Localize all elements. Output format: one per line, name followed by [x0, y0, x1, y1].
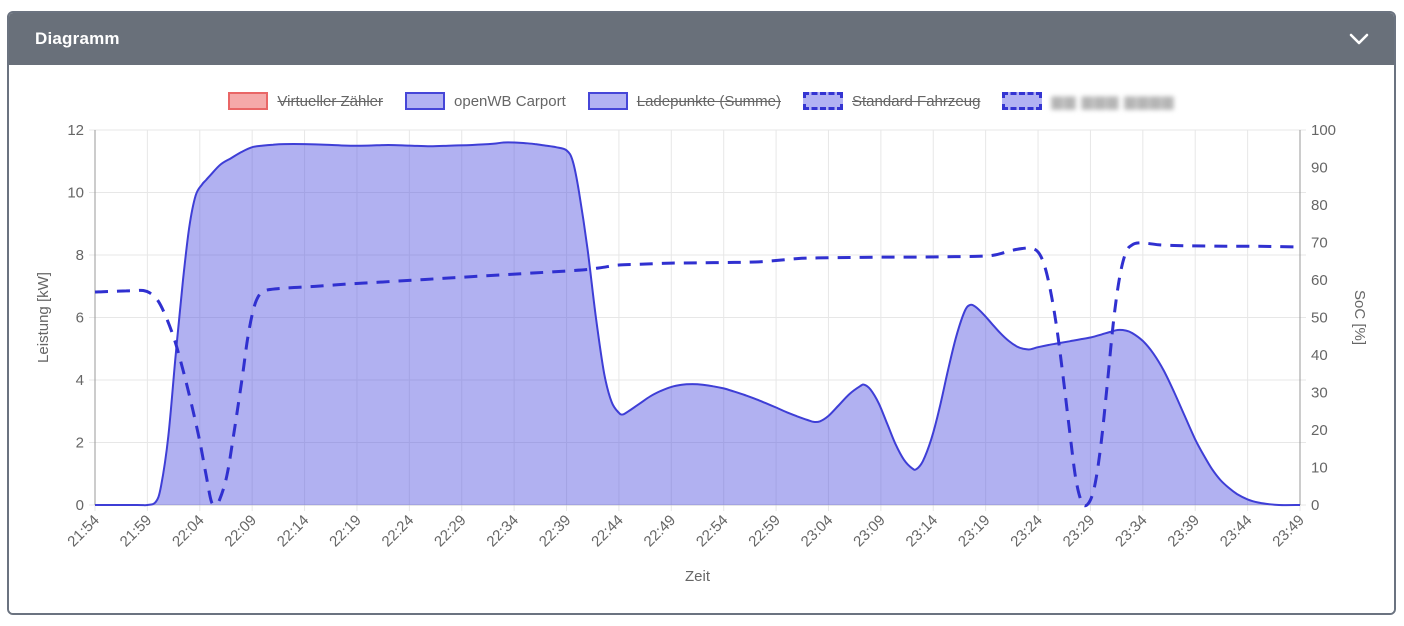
series-line-openwb-carport: [95, 141, 1301, 507]
y-axis-right-tick-label: 0: [1311, 497, 1319, 514]
y-axis-left-tick-label: 8: [76, 247, 84, 264]
legend-label: Ladepunkte (Summe): [636, 92, 781, 110]
x-axis-tick-label: 23:04: [798, 512, 837, 551]
y-axis-right-tick-label: 90: [1311, 160, 1328, 177]
x-axis-tick-label: 21:54: [64, 512, 103, 551]
x-axis-tick-label: 23:44: [1217, 512, 1256, 551]
chevron-down-icon[interactable]: [1348, 28, 1370, 50]
y-axis-right-tick-label: 20: [1311, 422, 1328, 439]
x-axis-tick-label: 22:59: [745, 512, 784, 551]
y-axis-left-tick-label: 12: [67, 122, 84, 139]
left-axis-title: Leistung [kW]: [35, 272, 52, 363]
x-axis-tick-label: 23:39: [1164, 512, 1203, 551]
x-axis-tick-label: 22:09: [221, 512, 260, 551]
chart-panel-body: Virtueller Zähler openWB Carport Ladepunkt…: [9, 65, 1394, 613]
legend-swatch: [228, 92, 269, 110]
x-axis-tick-label: 23:29: [1060, 512, 1099, 551]
x-axis-tick-label: 22:34: [483, 512, 522, 551]
x-axis-tick-label: 22:39: [536, 512, 575, 551]
y-axis-left-tick-label: 10: [67, 185, 84, 202]
legend-label: ▆▆ ▆▆▆ ▆▆▆▆: [1051, 93, 1175, 110]
diagram-card: Diagramm Virtueller Zähler openWB Carport…: [7, 11, 1396, 615]
x-axis-tick-label: 23:34: [1112, 512, 1151, 551]
legend-swatch: [405, 92, 446, 110]
x-axis-tick-label: 22:14: [274, 512, 313, 551]
legend-item[interactable]: openWB Carport: [405, 92, 566, 110]
y-axis-right-tick-label: 100: [1311, 122, 1336, 139]
right-axis-title: SoC [%]: [1351, 290, 1368, 345]
chart-canvas[interactable]: 0 2 4 6 8 10 12 0 10 20 30 40 50 60 70 80 90 100 21:54 21:5…: [9, 65, 1394, 613]
y-axis-right-tick-label: 80: [1311, 197, 1328, 214]
x-axis-tick-label: 22:19: [326, 512, 365, 551]
x-axis-tick-label: 23:24: [1007, 512, 1046, 551]
legend-item[interactable]: Ladepunkte (Summe): [587, 92, 781, 110]
chart-legend: Virtueller Zähler openWB Carport Ladepunkt…: [9, 92, 1394, 110]
x-axis-tick-label: 23:14: [903, 512, 942, 551]
y-axis-left-tick-label: 2: [76, 435, 84, 452]
x-axis-tick-label: 22:44: [588, 512, 627, 551]
y-axis-left-tick-label: 6: [76, 310, 84, 327]
y-axis-right-tick-label: 40: [1311, 347, 1328, 364]
legend-swatch: [1002, 92, 1043, 110]
y-axis-left-tick-label: 0: [76, 497, 84, 514]
x-axis-tick-label: 23:49: [1269, 512, 1308, 551]
x-axis-tick-label: 21:59: [117, 512, 156, 551]
y-axis-right-tick-label: 10: [1311, 460, 1328, 477]
diagram-card-header[interactable]: Diagramm: [9, 13, 1394, 65]
y-axis-right-tick-label: 60: [1311, 272, 1328, 289]
series-area-openwb-carport: [95, 142, 1300, 506]
legend-label: Virtueller Zähler: [277, 92, 384, 110]
y-axis-right-tick-label: 70: [1311, 235, 1328, 252]
legend-item[interactable]: ▆▆ ▆▆▆ ▆▆▆▆: [1002, 92, 1174, 110]
x-axis-title: Zeit: [685, 568, 711, 585]
panel-title: Diagramm: [35, 29, 120, 48]
x-axis-tick-label: 22:24: [379, 512, 418, 551]
legend-item[interactable]: Standard Fahrzeug: [803, 92, 980, 110]
legend-swatch: [587, 92, 628, 110]
y-axis-right-tick-label: 30: [1311, 385, 1328, 402]
y-axis-right-tick-label: 50: [1311, 310, 1328, 327]
legend-label: Standard Fahrzeug: [852, 92, 981, 110]
legend-label: openWB Carport: [454, 92, 566, 110]
y-axis-left-tick-label: 4: [76, 372, 84, 389]
x-axis-tick-label: 22:29: [431, 512, 470, 551]
x-axis-tick-label: 23:09: [850, 512, 889, 551]
legend-item[interactable]: Virtueller Zähler: [228, 92, 383, 110]
x-axis-tick-label: 22:49: [641, 512, 680, 551]
x-axis-tick-label: 23:19: [955, 512, 994, 551]
legend-swatch: [803, 92, 843, 110]
series-line-vehicle-soc: [94, 241, 1301, 508]
x-axis-tick-label: 22:54: [693, 512, 732, 551]
x-axis-tick-label: 22:04: [169, 512, 208, 551]
